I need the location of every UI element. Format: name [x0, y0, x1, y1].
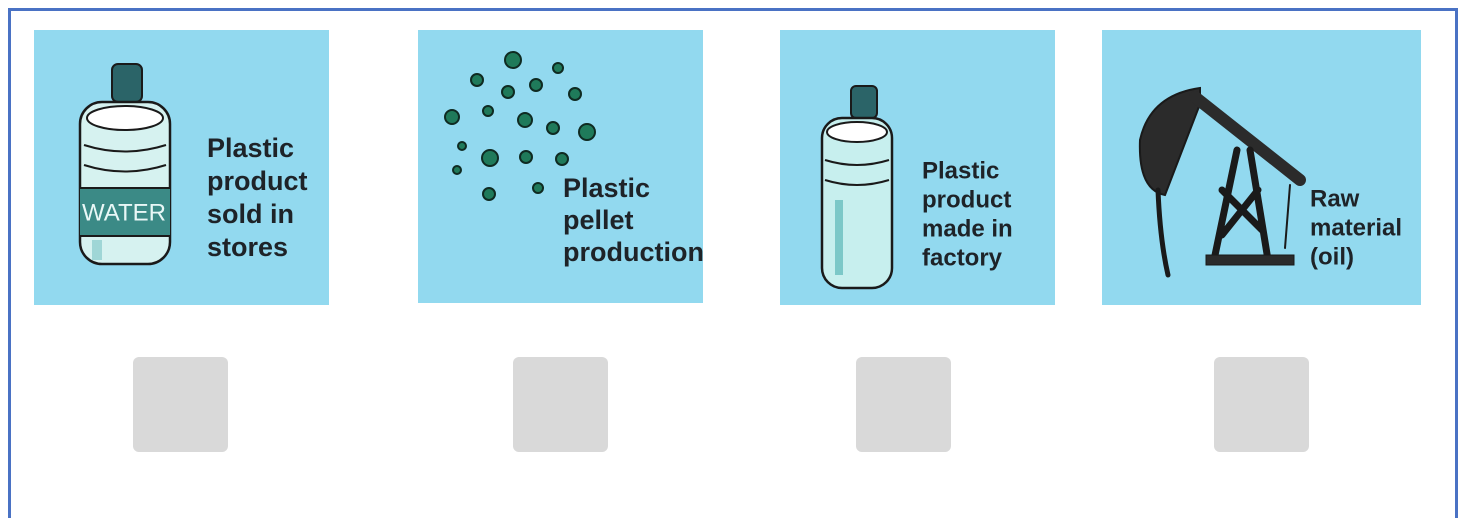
card-label-line: Plastic	[922, 157, 999, 184]
activity: WATER Plasticproductsold ins	[0, 0, 1465, 518]
drop-slot[interactable]	[856, 357, 951, 452]
card-label-line: sold in	[207, 199, 294, 229]
card-label-line: pellet	[563, 205, 634, 235]
card-label-line: Plastic	[563, 173, 650, 203]
card-label-line: Plastic	[207, 133, 294, 163]
card-label-line: production	[563, 237, 704, 267]
card-label-line: product	[922, 186, 1011, 213]
card-label-line: made in	[922, 215, 1013, 242]
drop-slot[interactable]	[1214, 357, 1309, 452]
card-label-line: (oil)	[1310, 243, 1354, 270]
drop-slot[interactable]	[513, 357, 608, 452]
card-label-line: material	[1310, 214, 1402, 241]
card-label-line: product	[207, 166, 308, 196]
card[interactable]	[1102, 30, 1421, 305]
card-label-line: Raw	[1310, 185, 1360, 212]
card-label-line: stores	[207, 232, 288, 262]
bottle-label-text: WATER	[82, 199, 166, 226]
card[interactable]	[780, 30, 1055, 305]
drop-slot[interactable]	[133, 357, 228, 452]
card-label-line: factory	[922, 244, 1003, 271]
